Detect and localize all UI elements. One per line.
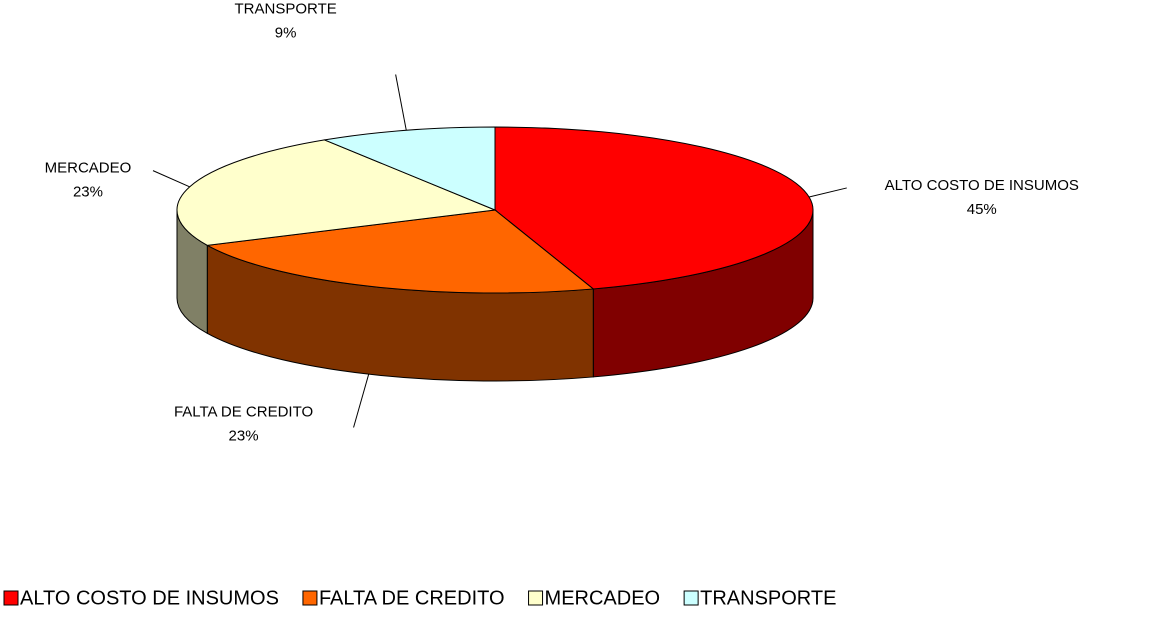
legend-label: ALTO COSTO DE INSUMOS bbox=[20, 587, 279, 609]
leader-line bbox=[152, 170, 190, 188]
data-label-name: TRANSPORTE bbox=[235, 0, 337, 17]
data-label-value: 9% bbox=[275, 24, 297, 41]
data-label-value: 23% bbox=[73, 184, 103, 201]
legend-label: MERCADEO bbox=[545, 587, 661, 609]
slice bbox=[205, 209, 595, 294]
data-label-name: MERCADEO bbox=[45, 160, 132, 177]
legend-swatch bbox=[302, 590, 318, 606]
slice bbox=[322, 126, 496, 211]
legend-label: TRANSPORTE bbox=[700, 587, 836, 609]
legend-swatch bbox=[3, 590, 19, 606]
leader-line bbox=[808, 187, 847, 198]
leader-line bbox=[353, 374, 370, 428]
slice bbox=[176, 139, 497, 246]
legend-swatch bbox=[528, 590, 544, 606]
slice bbox=[494, 126, 814, 290]
data-label-name: ALTO COSTO DE INSUMOS bbox=[885, 177, 1079, 194]
data-label-value: 23% bbox=[229, 427, 259, 444]
legend-label: FALTA DE CREDITO bbox=[319, 587, 505, 609]
data-label-value: 45% bbox=[967, 201, 997, 218]
leader-line bbox=[395, 74, 407, 131]
data-label-name: FALTA DE CREDITO bbox=[174, 403, 313, 420]
legend-swatch bbox=[683, 590, 699, 606]
